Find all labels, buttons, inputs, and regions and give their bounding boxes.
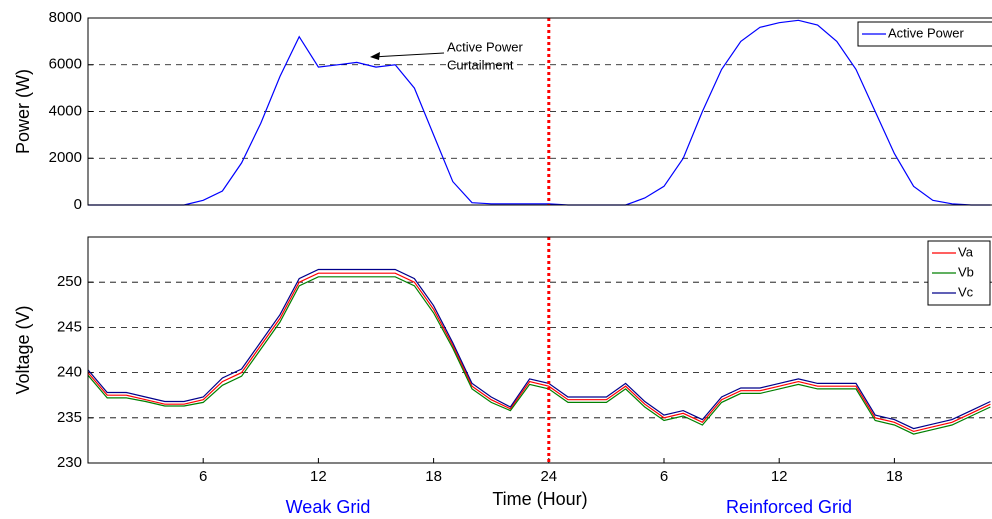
y-tick-label: 230 bbox=[57, 454, 82, 471]
series-line bbox=[87, 276, 991, 435]
region-label: Weak Grid bbox=[286, 497, 371, 517]
x-tick-label: 12 bbox=[771, 468, 788, 485]
x-tick-label: 6 bbox=[660, 468, 668, 485]
axes-frame bbox=[87, 17, 992, 206]
x-tick-label: 18 bbox=[425, 468, 442, 485]
legend-box bbox=[857, 21, 992, 47]
x-axis-label: Time (Hour) bbox=[492, 489, 587, 509]
y-tick-label: 4000 bbox=[49, 102, 82, 119]
y-axis-label: Power (W) bbox=[13, 69, 33, 154]
y-tick-label: 6000 bbox=[49, 56, 82, 73]
annotation-arrow bbox=[371, 52, 445, 58]
y-tick-label: 240 bbox=[57, 364, 82, 381]
x-tick-label: 24 bbox=[540, 468, 557, 485]
series-line bbox=[87, 272, 991, 433]
x-tick-label: 18 bbox=[886, 468, 903, 485]
annotation: Curtailment bbox=[447, 57, 514, 72]
x-tick-label: 12 bbox=[310, 468, 327, 485]
y-tick-label: 2000 bbox=[49, 149, 82, 166]
y-tick-label: 235 bbox=[57, 409, 82, 426]
y-tick-label: 245 bbox=[57, 318, 82, 335]
annotation: Active Power bbox=[447, 39, 524, 54]
legend-label: Va bbox=[958, 244, 974, 259]
region-label: Reinforced Grid bbox=[726, 497, 852, 517]
legend-label: Vb bbox=[958, 264, 974, 279]
y-tick-label: 0 bbox=[74, 196, 82, 213]
y-tick-label: 8000 bbox=[49, 9, 82, 26]
legend-label: Vc bbox=[958, 284, 974, 299]
arrow-head bbox=[370, 52, 380, 60]
y-tick-label: 250 bbox=[57, 273, 82, 290]
y-axis-label: Voltage (V) bbox=[13, 305, 33, 394]
legend-label: Active Power bbox=[888, 25, 965, 40]
x-tick-label: 6 bbox=[199, 468, 207, 485]
series-line bbox=[88, 19, 991, 206]
series-line bbox=[87, 268, 991, 430]
axes-frame bbox=[87, 236, 992, 464]
